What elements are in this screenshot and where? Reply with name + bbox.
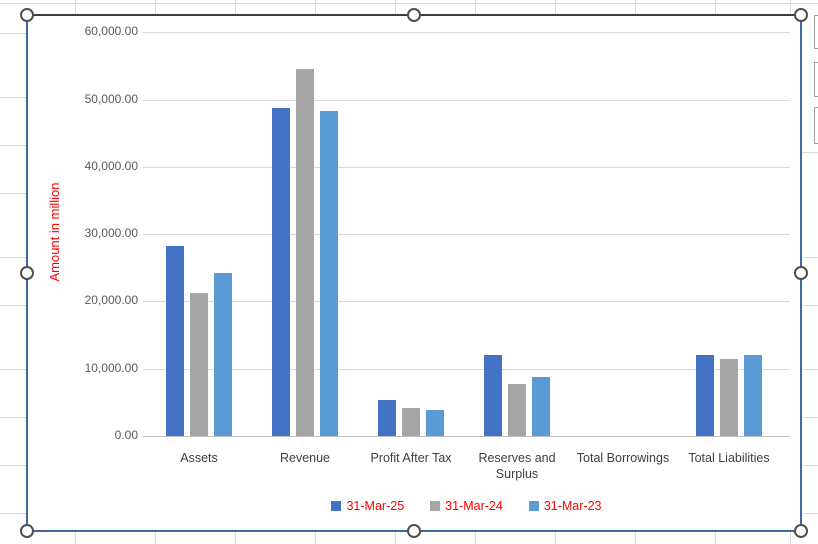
chart-elements-button[interactable] — [814, 15, 818, 49]
category-label: Assets — [180, 451, 218, 465]
spreadsheet-gridline — [395, 0, 396, 14]
bar-31-Mar-25-assets[interactable] — [166, 246, 184, 436]
spreadsheet-gridline — [802, 465, 818, 466]
spreadsheet-gridline — [0, 193, 26, 194]
bar-31-Mar-25-total-liabilities[interactable] — [696, 355, 714, 436]
bar-31-Mar-24-total-liabilities[interactable] — [720, 359, 738, 436]
y-axis-tick-label: 40,000.00 — [84, 159, 138, 173]
bar-31-Mar-23-revenue[interactable] — [320, 111, 338, 436]
y-axis-tick-label: 0.00 — [114, 428, 138, 442]
spreadsheet-gridline — [155, 532, 156, 544]
horizontal-gridline — [143, 369, 790, 370]
spreadsheet-gridline — [0, 465, 26, 466]
selection-handle[interactable] — [20, 8, 34, 22]
selection-handle[interactable] — [407, 524, 421, 538]
spreadsheet-gridline — [0, 97, 26, 98]
y-axis-tick-label: 10,000.00 — [84, 361, 138, 375]
horizontal-gridline — [143, 167, 790, 168]
bar-31-Mar-24-profit-after-tax[interactable] — [402, 408, 420, 436]
selection-handle[interactable] — [794, 266, 808, 280]
spreadsheet-gridline — [235, 532, 236, 544]
horizontal-gridline — [143, 32, 790, 33]
spreadsheet-gridline — [802, 152, 818, 153]
spreadsheet-gridline — [790, 532, 791, 544]
spreadsheet-gridline — [155, 0, 156, 14]
x-axis-line — [143, 436, 790, 437]
legend-swatch-icon — [528, 501, 539, 511]
spreadsheet-gridline — [0, 369, 26, 370]
category-label: Profit After Tax — [370, 451, 452, 465]
spreadsheet-gridline — [790, 0, 791, 14]
spreadsheet-gridline — [0, 33, 26, 34]
legend-item-31-Mar-23[interactable]: 31-Mar-23 — [528, 499, 602, 513]
horizontal-gridline — [143, 301, 790, 302]
spreadsheet-gridline — [635, 0, 636, 14]
spreadsheet-gridline — [75, 0, 76, 14]
category-label: Total Borrowings — [576, 451, 670, 465]
spreadsheet-gridline — [235, 0, 236, 14]
category-label: Revenue — [279, 451, 331, 465]
bar-31-Mar-25-profit-after-tax[interactable] — [378, 400, 396, 436]
chart-legend: 31-Mar-25 31-Mar-24 31-Mar-23 — [143, 496, 790, 516]
bar-31-Mar-25-reserves-and-surplus[interactable] — [484, 355, 502, 436]
legend-label: 31-Mar-23 — [543, 499, 602, 513]
chart-styles-button[interactable] — [814, 62, 818, 97]
spreadsheet-gridline — [635, 532, 636, 544]
horizontal-gridline — [143, 100, 790, 101]
selection-handle[interactable] — [794, 524, 808, 538]
bar-31-Mar-24-assets[interactable] — [190, 293, 208, 436]
selection-handle[interactable] — [794, 8, 808, 22]
legend-swatch-icon — [331, 501, 342, 511]
spreadsheet-gridline — [802, 257, 818, 258]
category-label: Reserves and Surplus — [478, 451, 556, 481]
spreadsheet-gridline — [715, 0, 716, 14]
y-axis-tick-label: 50,000.00 — [84, 92, 138, 106]
spreadsheet-gridline — [0, 417, 26, 418]
spreadsheet-gridline — [0, 305, 26, 306]
selection-handle[interactable] — [20, 524, 34, 538]
y-axis-tick-label: 20,000.00 — [84, 293, 138, 307]
spreadsheet-gridline — [475, 532, 476, 544]
spreadsheet-gridline — [0, 257, 26, 258]
legend-label: 31-Mar-24 — [445, 499, 503, 513]
spreadsheet-gridline — [715, 532, 716, 544]
spreadsheet-gridline — [802, 417, 818, 418]
category-label: Total Liabilities — [688, 451, 770, 465]
spreadsheet-gridline — [315, 0, 316, 14]
bar-31-Mar-23-assets[interactable] — [214, 273, 232, 436]
spreadsheet-gridline — [315, 532, 316, 544]
spreadsheet-gridline — [555, 532, 556, 544]
spreadsheet-gridline — [475, 0, 476, 14]
bar-31-Mar-24-revenue[interactable] — [296, 69, 314, 436]
spreadsheet-gridline — [0, 3, 818, 4]
y-axis-tick-label: 30,000.00 — [84, 226, 138, 240]
spreadsheet-gridline — [0, 513, 26, 514]
bar-31-Mar-23-profit-after-tax[interactable] — [426, 410, 444, 436]
chart-filters-button[interactable] — [814, 107, 818, 144]
legend-label: 31-Mar-25 — [346, 499, 405, 513]
y-axis-tick-label: 60,000.00 — [84, 24, 138, 38]
spreadsheet-gridline — [395, 532, 396, 544]
bar-31-Mar-23-total-liabilities[interactable] — [744, 355, 762, 436]
spreadsheet-gridline — [802, 369, 818, 370]
legend-item-31-Mar-25[interactable]: 31-Mar-25 — [331, 499, 404, 513]
spreadsheet-gridline — [802, 305, 818, 306]
bar-31-Mar-24-reserves-and-surplus[interactable] — [508, 384, 526, 436]
bar-31-Mar-23-reserves-and-surplus[interactable] — [532, 377, 550, 436]
selection-handle[interactable] — [407, 8, 421, 22]
spreadsheet-gridline — [802, 513, 818, 514]
bar-31-Mar-25-revenue[interactable] — [272, 108, 290, 436]
spreadsheet-gridline — [555, 0, 556, 14]
spreadsheet-gridline — [75, 532, 76, 544]
horizontal-gridline — [143, 234, 790, 235]
selection-handle[interactable] — [20, 266, 34, 280]
spreadsheet-gridline — [0, 145, 26, 146]
legend-item-31-Mar-24[interactable]: 31-Mar-24 — [430, 499, 503, 513]
legend-swatch-icon — [430, 501, 441, 511]
